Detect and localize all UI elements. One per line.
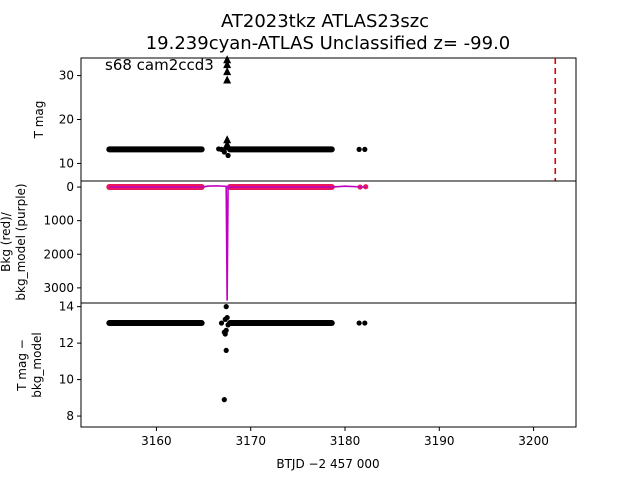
magnitude-panel: 10 20 30 T mag s68 cam2ccd3	[32, 55, 577, 182]
data-point-bot	[221, 397, 227, 403]
data-point-bot	[223, 347, 229, 354]
y-tick-label-bot: 12	[59, 336, 74, 350]
x-tick-label: 3160	[141, 434, 172, 448]
y-axis-label-bot: T mag −	[15, 339, 29, 392]
data-point-top	[221, 149, 227, 155]
upper-limit-marker	[223, 75, 232, 84]
chart-title-line2: 19.239cyan-ATLAS Unclassified z= -99.0	[146, 33, 511, 54]
y-axis-label-top: T mag	[32, 101, 46, 140]
y-tick-label-top: 10	[59, 156, 74, 170]
data-point-bot	[223, 304, 229, 310]
y-tick-label-mid: 2000	[43, 247, 74, 261]
data-point-top	[362, 146, 368, 152]
data-point-bot	[224, 314, 230, 321]
y-tick-label-top: 20	[59, 113, 74, 127]
y-tick-label-mid: 3000	[43, 281, 74, 295]
axes-frame-bot	[80, 302, 577, 428]
y-tick-label-bot: 8	[66, 409, 74, 423]
data-point-top	[225, 152, 231, 159]
upper-limit-marker	[223, 140, 232, 149]
ccd-annotation: s68 cam2ccd3	[105, 56, 214, 74]
y-tick-label-top: 30	[59, 69, 74, 83]
upper-limit-marker	[223, 60, 232, 69]
data-point-top	[356, 146, 362, 152]
y-axis-label-bot: bkg_model	[30, 332, 44, 398]
y-tick-label-mid: 0	[66, 180, 74, 194]
y-tick-label-bot: 14	[59, 300, 74, 314]
x-axis-label: BTJD −2 457 000	[276, 457, 379, 471]
x-tick-label: 3180	[330, 434, 361, 448]
y-tick-label-bot: 10	[59, 373, 74, 387]
bkg-model-line	[109, 185, 366, 301]
data-point-bot	[218, 320, 225, 326]
upper-limit-marker	[223, 55, 232, 64]
axes-frame-top	[80, 57, 577, 182]
y-tick-label-mid: 1000	[43, 214, 74, 228]
data-point-bot	[362, 320, 368, 326]
data-point-bot	[356, 320, 362, 326]
axes-frame-mid	[80, 180, 577, 304]
data-point-bot	[223, 327, 229, 333]
y-axis-label-mid: Bkg (red)/	[0, 211, 13, 272]
data-point-bot	[225, 322, 231, 328]
x-tick-label: 3170	[235, 434, 266, 448]
chart-title-line1: AT2023tkz ATLAS23szc	[221, 11, 429, 32]
x-tick-label: 3200	[518, 434, 549, 448]
y-axis-label-mid: bkg_model (purple)	[14, 183, 28, 300]
background-panel: 0 1000 2000 3000 Bkg (red)/bkg_model (purple…	[0, 180, 577, 304]
difference-panel: 8 10 12 14 T mag − bkg_model 3160 3170 3180 3190 3…	[15, 300, 577, 448]
upper-limit-marker	[223, 67, 232, 76]
upper-limit-marker	[223, 135, 232, 144]
x-tick-label: 3190	[424, 434, 455, 448]
